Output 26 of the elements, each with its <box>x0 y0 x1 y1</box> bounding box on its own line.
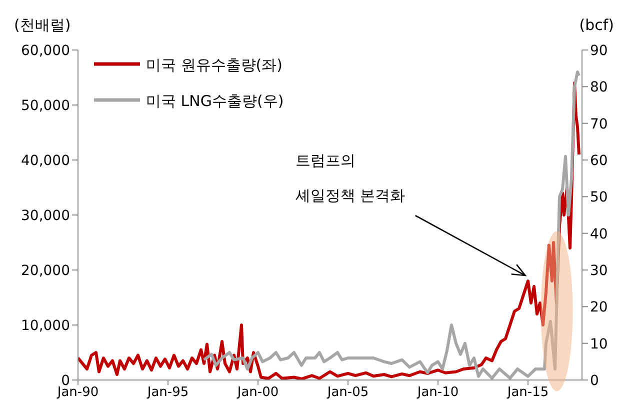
y2-tick-label: 60 <box>590 152 608 169</box>
y2-tick-label: 70 <box>590 116 608 132</box>
y2-tick-label: 0 <box>590 372 599 389</box>
legend-label: 미국 LNG수출량(우) <box>146 92 284 110</box>
y2-tick-label: 30 <box>590 262 608 279</box>
y-tick-label: 50,000 <box>21 98 70 114</box>
annotation: 트럼프의 셰일정책 본격화 <box>295 152 406 204</box>
y2-tick-label: 90 <box>590 42 608 59</box>
x-tick-label: Jan-95 <box>146 385 189 400</box>
y2-tick-label: 40 <box>590 226 608 242</box>
x-tick-label: Jan-05 <box>326 385 369 400</box>
x-tick-label: Jan-00 <box>236 385 279 400</box>
y-tick-label: 60,000 <box>21 42 70 59</box>
legend-label: 미국 원유수출량(좌) <box>146 56 282 74</box>
y-tick-label: 40,000 <box>21 152 70 169</box>
x-tick-label: Jan-10 <box>416 385 459 400</box>
y-tick-label: 10,000 <box>21 318 70 334</box>
y-axis-title: (천배럴) <box>14 16 71 34</box>
y2-tick-label: 10 <box>590 336 608 352</box>
y2-tick-label: 80 <box>590 80 608 96</box>
y2-tick-label: 20 <box>590 300 608 316</box>
y2-axis-title: (bcf) <box>579 16 614 34</box>
y-tick-label: 20,000 <box>21 262 70 279</box>
y-tick-label: 30,000 <box>21 208 70 224</box>
y2-tick-label: 50 <box>590 190 608 206</box>
x-tick-label: Jan-15 <box>506 385 549 400</box>
